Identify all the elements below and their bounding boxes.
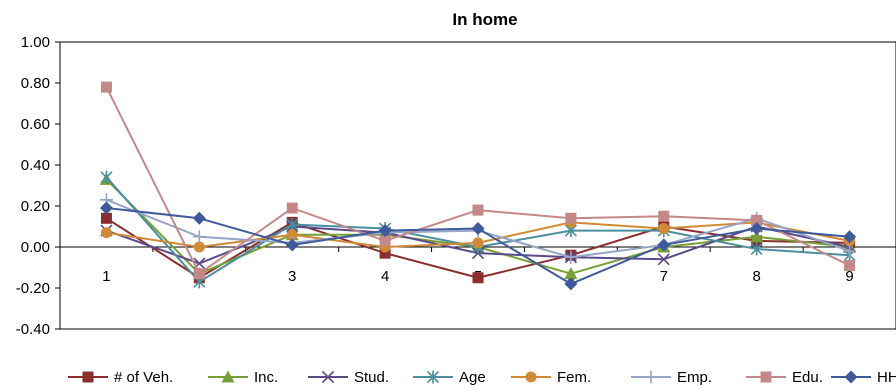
legend-item: Fem. [511,369,591,386]
legend-marker [221,370,235,383]
data-point [286,202,298,214]
legend-item: Stud. [308,369,389,386]
x-tick-label: 1 [102,268,110,285]
data-point [751,214,763,226]
legend-marker [844,370,858,384]
data-point [750,242,763,256]
legend-label: Stud. [354,369,389,386]
legend-item: HHSZ [831,369,896,386]
data-point [564,277,578,291]
y-tick-label: 0.20 [21,198,50,215]
series-layer [99,81,857,291]
data-point [192,230,206,244]
data-point [100,227,112,239]
x-tick-label: 3 [288,268,296,285]
data-point [100,212,112,224]
data-point [657,253,670,266]
legend-marker [644,370,658,384]
legend-label: HHSZ [877,369,896,386]
legend-label: Age [459,369,486,386]
chart-title: In home [452,10,517,29]
legend-item: Inc. [208,369,278,386]
data-point [472,204,484,216]
data-point [286,217,299,231]
data-point [379,247,391,259]
y-axis: 1.00 0.80 0.60 0.40 0.20 0.00 -0.20 -0.40 [16,34,60,338]
legend-marker [760,371,772,383]
data-point [843,230,857,244]
y-tick-label: 0.80 [21,75,50,92]
data-point [99,201,113,215]
y-tick-label: 1.00 [21,34,50,51]
data-point [750,230,764,243]
data-point [100,170,113,184]
series-8 [99,201,857,291]
legend-item: Emp. [631,369,712,386]
data-point [472,272,484,284]
data-point [379,235,391,247]
y-tick-label: 0.60 [21,116,50,133]
data-point [564,267,578,280]
legend-label: Inc. [254,369,278,386]
plot-area [59,41,896,330]
data-point [472,237,484,249]
data-point [471,222,485,236]
y-tick-label: 0.40 [21,157,50,174]
data-point [378,224,392,238]
data-point [193,241,205,253]
data-point [193,268,205,280]
data-point [100,81,112,93]
legend-marker [426,370,440,384]
y-tick-label: -0.40 [16,321,50,338]
legend-item: Age [413,369,486,386]
x-tick-label: 4 [381,268,389,285]
data-point [565,212,577,224]
data-point [657,238,671,252]
legend-marker [82,371,94,383]
legend-item: Edu. [746,369,823,386]
legend: # of Veh. Inc. Stud. Age Fem. Emp. Edu. HHSZ [68,369,896,386]
legend-label: Edu. [792,369,823,386]
data-point [658,210,670,222]
series-7 [100,81,856,280]
x-tick-label: 9 [845,268,853,285]
data-point [285,238,299,252]
legend-marker [321,370,335,384]
legend-label: Fem. [557,369,591,386]
y-tick-label: 0.00 [21,239,50,256]
legend-item: # of Veh. [68,369,173,386]
legend-label: Emp. [677,369,712,386]
x-tick-label: 7 [660,268,668,285]
x-tick-label: 8 [752,268,760,285]
data-point [750,222,764,236]
data-point [844,259,856,271]
data-point [843,244,857,258]
data-point [564,250,578,264]
y-tick-label: -0.20 [16,280,50,297]
data-point [658,223,670,235]
data-point [286,229,298,241]
data-point [192,211,206,225]
legend-marker [525,371,537,383]
legend-label: # of Veh. [114,369,173,386]
